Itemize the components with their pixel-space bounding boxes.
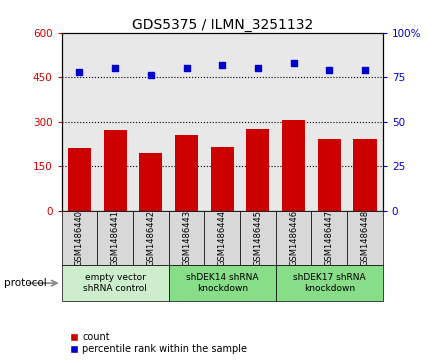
Text: empty vector
shRNA control: empty vector shRNA control (83, 273, 147, 293)
Bar (347, 211, 383, 265)
Text: GSM1486447: GSM1486447 (325, 210, 334, 266)
Bar (353, 139, 377, 211)
Bar (318, 139, 341, 211)
Point (112, 65, 119, 71)
Point (219, 62, 226, 68)
Point (147, 73, 154, 78)
Text: shDEK17 shRNA
knockdown: shDEK17 shRNA knockdown (293, 273, 366, 293)
Point (361, 67, 368, 73)
Bar (282, 120, 305, 211)
Bar (103, 130, 127, 211)
Point (76, 69, 83, 75)
Bar (276, 265, 383, 301)
Bar (276, 211, 312, 265)
Legend: count, percentile rank within the sample: count, percentile rank within the sample (66, 329, 251, 358)
Bar (240, 211, 276, 265)
Text: protocol: protocol (4, 278, 47, 288)
Text: GSM1486442: GSM1486442 (147, 210, 155, 266)
Bar (312, 211, 347, 265)
Text: GSM1486441: GSM1486441 (110, 210, 120, 266)
Point (183, 65, 190, 71)
Bar (169, 211, 204, 265)
Text: GSM1486446: GSM1486446 (289, 210, 298, 266)
Text: GSM1486445: GSM1486445 (253, 210, 262, 266)
Bar (175, 135, 198, 211)
Text: GSM1486440: GSM1486440 (75, 210, 84, 266)
Point (290, 60, 297, 66)
Bar (62, 265, 169, 301)
Text: GSM1486448: GSM1486448 (360, 210, 370, 266)
Bar (97, 211, 133, 265)
Text: shDEK14 shRNA
knockdown: shDEK14 shRNA knockdown (186, 273, 258, 293)
Point (326, 67, 333, 73)
Title: GDS5375 / ILMN_3251132: GDS5375 / ILMN_3251132 (132, 18, 313, 32)
Bar (204, 211, 240, 265)
Bar (211, 147, 234, 211)
Bar (68, 148, 91, 211)
Bar (139, 153, 162, 211)
Bar (62, 211, 97, 265)
Point (254, 65, 261, 71)
Text: GSM1486444: GSM1486444 (218, 210, 227, 266)
Bar (169, 265, 276, 301)
Bar (246, 129, 269, 211)
Bar (133, 211, 169, 265)
Text: GSM1486443: GSM1486443 (182, 210, 191, 266)
